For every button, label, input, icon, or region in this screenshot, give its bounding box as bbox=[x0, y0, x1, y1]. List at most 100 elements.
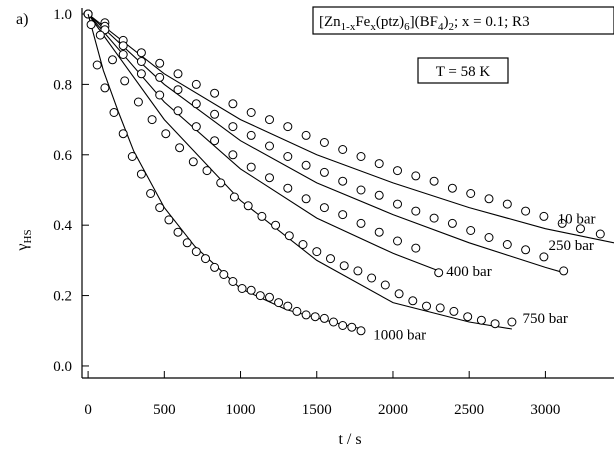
data-point bbox=[347, 322, 357, 332]
data-point bbox=[283, 301, 293, 311]
data-point bbox=[338, 176, 348, 186]
data-point bbox=[449, 306, 459, 316]
y-tick-label: 0.2 bbox=[53, 289, 72, 305]
data-point bbox=[118, 129, 128, 139]
x-tick-label: 2500 bbox=[454, 402, 484, 418]
data-point bbox=[329, 317, 338, 327]
data-point bbox=[219, 270, 229, 279]
panel-label: a) bbox=[16, 11, 28, 28]
data-point bbox=[411, 206, 421, 216]
data-point bbox=[265, 115, 274, 125]
x-tick-label: 1500 bbox=[302, 402, 332, 418]
data-point bbox=[374, 227, 384, 237]
data-point bbox=[100, 83, 110, 93]
data-point bbox=[434, 268, 444, 278]
data-point bbox=[429, 176, 439, 186]
series-1: 250 bar bbox=[83, 9, 594, 276]
data-point bbox=[292, 306, 302, 316]
data-point bbox=[326, 254, 335, 264]
data-point bbox=[521, 245, 531, 255]
data-point bbox=[228, 150, 238, 160]
data-point bbox=[136, 57, 146, 66]
x-axis-title: t / s bbox=[338, 431, 361, 448]
series-label: 250 bar bbox=[549, 238, 594, 254]
data-point bbox=[109, 108, 119, 117]
data-point bbox=[274, 298, 284, 308]
data-point bbox=[201, 254, 210, 264]
data-point bbox=[466, 226, 476, 235]
data-point bbox=[301, 194, 311, 204]
data-point bbox=[118, 41, 128, 51]
data-point bbox=[210, 109, 220, 119]
data-point bbox=[466, 189, 476, 198]
data-point bbox=[353, 266, 363, 276]
data-point bbox=[367, 273, 377, 283]
data-point bbox=[246, 285, 256, 295]
data-point bbox=[411, 243, 421, 253]
data-point bbox=[338, 321, 348, 330]
data-point bbox=[595, 229, 605, 239]
data-point bbox=[229, 192, 239, 202]
temperature-label: T = 58 K bbox=[436, 64, 491, 80]
data-point bbox=[147, 115, 157, 125]
data-point bbox=[319, 138, 329, 147]
x-tick-label: 3000 bbox=[530, 402, 560, 418]
compound-title-box: [Zn1-xFex(ptz)6](BF4)2; x = 0.1; R3 bbox=[312, 6, 614, 35]
data-point bbox=[265, 292, 274, 302]
compound-title-text: [Zn1-xFex(ptz)6](BF4)2; x = 0.1; R3 bbox=[319, 14, 530, 33]
data-point bbox=[356, 152, 366, 161]
x-tick-label: 500 bbox=[153, 402, 176, 418]
data-point bbox=[175, 143, 185, 153]
data-point bbox=[422, 301, 431, 311]
data-point bbox=[191, 99, 201, 109]
data-point bbox=[182, 238, 192, 248]
data-point bbox=[393, 199, 402, 209]
data-point bbox=[502, 240, 512, 249]
data-point bbox=[228, 122, 238, 132]
data-point bbox=[136, 69, 146, 79]
data-point bbox=[484, 233, 494, 242]
data-point bbox=[393, 166, 402, 176]
data-point bbox=[319, 313, 329, 323]
x-tick-label: 0 bbox=[84, 402, 92, 418]
data-point bbox=[257, 211, 267, 221]
x-tick-label: 1000 bbox=[226, 402, 256, 418]
y-axis-title: γHS bbox=[14, 229, 34, 251]
data-point bbox=[408, 296, 418, 306]
series-3: 750 bar bbox=[83, 9, 568, 330]
fit-curve bbox=[87, 13, 614, 244]
data-point bbox=[92, 60, 102, 70]
data-point bbox=[210, 88, 220, 98]
data-point bbox=[521, 206, 531, 216]
data-point bbox=[133, 97, 143, 107]
data-point bbox=[429, 213, 439, 223]
data-point bbox=[118, 50, 128, 59]
data-point bbox=[120, 76, 130, 86]
data-point bbox=[173, 69, 183, 79]
data-point bbox=[435, 303, 445, 313]
data-point bbox=[210, 136, 220, 146]
data-point bbox=[301, 130, 311, 140]
data-point bbox=[356, 185, 366, 195]
data-point bbox=[216, 178, 226, 188]
data-point bbox=[394, 289, 404, 299]
data-point bbox=[161, 129, 171, 139]
data-point bbox=[255, 291, 265, 301]
data-point bbox=[557, 218, 567, 228]
data-point bbox=[265, 141, 274, 151]
data-point bbox=[319, 167, 329, 177]
data-point bbox=[539, 211, 549, 221]
data-point bbox=[243, 201, 253, 211]
temperature-box-border bbox=[417, 57, 509, 84]
data-point bbox=[210, 262, 220, 272]
data-point bbox=[146, 189, 156, 198]
data-point bbox=[202, 166, 212, 176]
data-point bbox=[507, 317, 517, 327]
data-point bbox=[188, 157, 198, 167]
series-label: 1000 bar bbox=[373, 328, 426, 344]
data-point bbox=[380, 280, 390, 290]
data-point bbox=[228, 99, 238, 109]
data-point bbox=[271, 220, 281, 230]
series-label: 10 bar bbox=[558, 211, 596, 227]
